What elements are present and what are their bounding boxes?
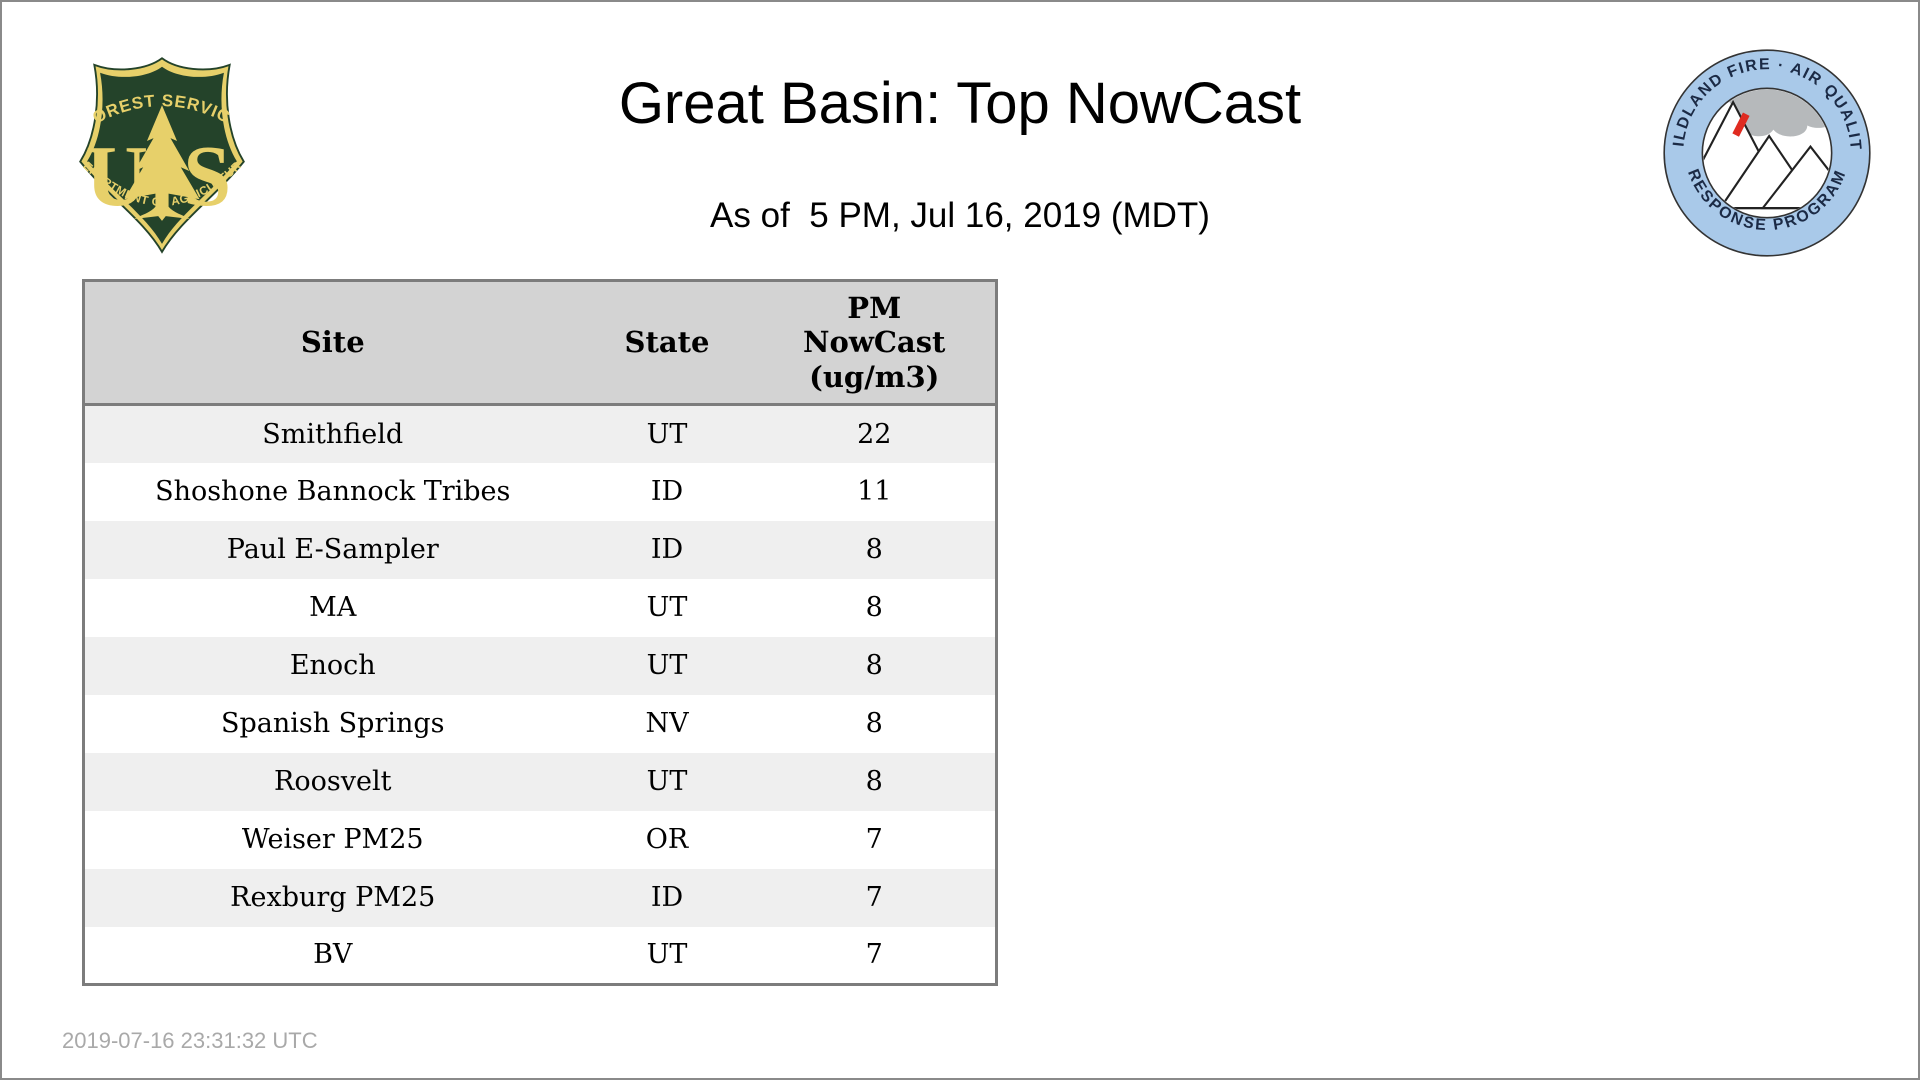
- fs-logo-letter-u: U: [86, 128, 148, 224]
- fs-logo-letter-s: S: [183, 128, 231, 224]
- nowcast-table: Site State PM NowCast (ug/m3) Smithfield…: [82, 279, 998, 986]
- table-body: Smithfield UT 22 Shoshone Bannock Tribes…: [83, 404, 997, 985]
- site-cell: Rexburg PM25: [230, 882, 436, 913]
- state-cell: UT: [646, 939, 688, 971]
- site-cell: BV: [313, 939, 353, 971]
- site-cell: Weiser PM25: [241, 824, 424, 855]
- state-cell: ID: [650, 882, 684, 913]
- value-cell: 8: [865, 708, 883, 739]
- state-cell: NV: [645, 708, 689, 739]
- state-cell: OR: [645, 824, 689, 855]
- value-cell: 8: [865, 650, 883, 681]
- site-cell: Roosvelt: [274, 766, 392, 797]
- table-row: Roosvelt UT 8: [83, 752, 997, 811]
- state-cell: UT: [646, 650, 688, 681]
- value-cell: 7: [865, 824, 883, 855]
- table-row: BV UT 7: [83, 926, 997, 985]
- state-cell: UT: [646, 418, 688, 450]
- value-cell: 7: [865, 882, 883, 913]
- state-cell: ID: [650, 534, 684, 565]
- table-row: Shoshone Bannock Tribes ID 11: [83, 462, 997, 521]
- forest-service-logo-icon: FOREST SERVICE U S DEPARTMENT OF AGRICUL…: [68, 50, 245, 254]
- value-cell: 8: [865, 534, 883, 565]
- column-header-pm-nowcast-label: PM NowCast (ug/m3): [803, 291, 946, 394]
- generated-timestamp: 2019-07-16 23:31:32 UTC: [62, 1028, 318, 1053]
- value-cell: 8: [865, 592, 883, 623]
- value-cell: 11: [857, 476, 892, 507]
- site-cell: Shoshone Bannock Tribes: [155, 476, 511, 507]
- site-cell: MA: [309, 592, 357, 623]
- table-row: Rexburg PM25 ID 7: [83, 868, 997, 927]
- value-cell: 8: [865, 766, 883, 797]
- table-row: Spanish Springs NV 8: [83, 694, 997, 753]
- wildland-fire-air-quality-logo-icon: WILDLAND FIRE · AIR QUALITY RESPONSE PRO…: [1661, 47, 1871, 257]
- table-row: MA UT 8: [83, 578, 997, 637]
- page-title: Great Basin: Top NowCast: [618, 71, 1302, 136]
- site-cell: Spanish Springs: [220, 708, 445, 739]
- table-row: Weiser PM25 OR 7: [83, 810, 997, 869]
- table-row: Enoch UT 8: [83, 636, 997, 695]
- value-cell: 22: [857, 418, 892, 450]
- site-cell: Smithfield: [262, 418, 404, 450]
- site-cell: Paul E-Sampler: [226, 534, 439, 565]
- value-cell: 7: [865, 939, 883, 971]
- table-row: Smithfield UT 22: [83, 404, 997, 463]
- site-cell: Enoch: [289, 650, 376, 681]
- flame-mark-icon: [1732, 112, 1750, 137]
- table-row: Paul E-Sampler ID 8: [83, 520, 997, 579]
- pine-tree-icon: [124, 105, 200, 221]
- page-subtitle: As of 5 PM, Jul 16, 2019 (MDT): [710, 196, 1210, 235]
- table-header: Site State PM NowCast (ug/m3): [83, 280, 997, 406]
- column-header-pm-nowcast: PM NowCast (ug/m3): [753, 280, 997, 406]
- column-header-site: Site: [83, 280, 581, 406]
- column-header-state: State: [580, 280, 754, 406]
- state-cell: ID: [650, 476, 684, 507]
- state-cell: UT: [646, 592, 688, 623]
- table-header-row: Site State PM NowCast (ug/m3): [83, 280, 997, 406]
- state-cell: UT: [646, 766, 688, 797]
